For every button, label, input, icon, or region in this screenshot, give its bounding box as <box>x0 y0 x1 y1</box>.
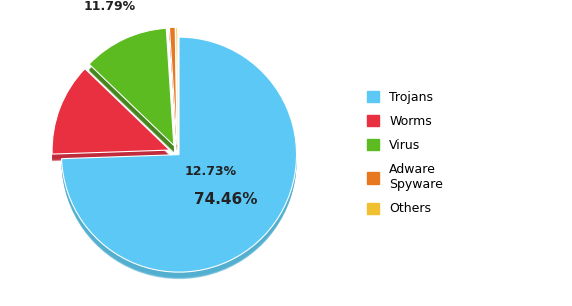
Wedge shape <box>169 33 177 151</box>
Wedge shape <box>169 32 177 150</box>
Wedge shape <box>52 74 170 160</box>
Wedge shape <box>169 33 177 151</box>
Wedge shape <box>169 34 177 152</box>
Wedge shape <box>52 75 170 161</box>
Wedge shape <box>176 32 177 150</box>
Wedge shape <box>62 43 296 278</box>
Wedge shape <box>89 35 174 153</box>
Wedge shape <box>52 74 170 160</box>
Wedge shape <box>89 34 174 151</box>
Wedge shape <box>62 44 296 279</box>
Text: 11.79%: 11.79% <box>84 0 136 13</box>
Wedge shape <box>52 69 170 154</box>
Wedge shape <box>169 34 177 151</box>
Wedge shape <box>176 34 177 151</box>
Wedge shape <box>62 43 296 278</box>
Wedge shape <box>89 35 174 152</box>
Wedge shape <box>89 34 174 151</box>
Wedge shape <box>176 34 177 152</box>
Wedge shape <box>52 73 170 159</box>
Wedge shape <box>169 33 177 150</box>
Wedge shape <box>176 33 177 151</box>
Wedge shape <box>62 43 296 278</box>
Wedge shape <box>176 32 177 150</box>
Wedge shape <box>52 76 170 161</box>
Wedge shape <box>169 27 177 145</box>
Wedge shape <box>169 34 177 151</box>
Wedge shape <box>52 75 170 160</box>
Wedge shape <box>89 35 174 152</box>
Wedge shape <box>52 75 170 161</box>
Wedge shape <box>62 44 296 279</box>
Wedge shape <box>89 35 174 152</box>
Wedge shape <box>62 42 296 277</box>
Wedge shape <box>176 34 177 151</box>
Legend: Trojans, Worms, Virus, Adware
Spyware, Others: Trojans, Worms, Virus, Adware Spyware, O… <box>367 91 443 215</box>
Wedge shape <box>62 42 296 277</box>
Text: 12.73%: 12.73% <box>184 165 236 177</box>
Wedge shape <box>89 28 174 146</box>
Text: 74.46%: 74.46% <box>194 192 257 207</box>
Wedge shape <box>62 43 296 278</box>
Wedge shape <box>176 33 177 151</box>
Wedge shape <box>176 27 177 145</box>
Wedge shape <box>62 37 296 272</box>
Wedge shape <box>52 74 170 159</box>
Wedge shape <box>169 32 177 150</box>
Wedge shape <box>89 34 174 151</box>
Wedge shape <box>176 33 177 150</box>
Wedge shape <box>89 33 174 151</box>
